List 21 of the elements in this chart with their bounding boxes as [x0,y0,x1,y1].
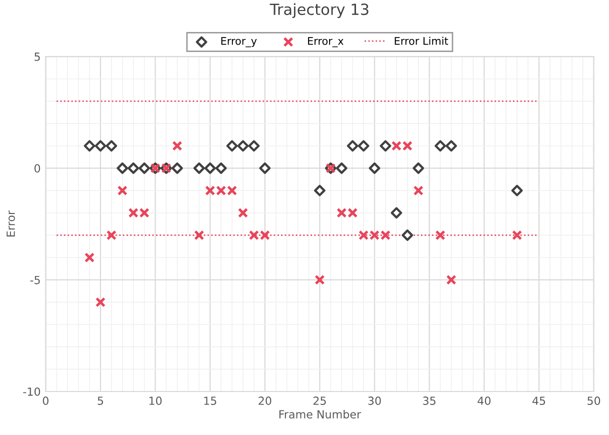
x-tick-label: 0 [42,396,48,405]
x-tick-label: 10 [149,396,162,405]
x-tick-label: 35 [423,396,436,405]
x-tick-label: 50 [588,396,600,405]
x-tick-label: 45 [532,396,546,405]
y-axis-title: Error [6,210,15,236]
legend-label: Error Limit [394,36,448,45]
x-tick-label: 40 [478,396,490,405]
legend-label: Error_x [308,37,344,48]
legend-label: Error_y [221,37,257,48]
x-tick-label: 30 [368,396,381,405]
x-tick-label: 15 [204,396,216,405]
chart-title: Trajectory 13 [270,3,368,18]
y-tick-label: 5 [34,52,40,61]
y-tick-label: 0 [34,164,40,173]
y-tick-label: -5 [30,276,40,284]
y-tick-label: -10 [23,387,40,396]
x-axis-title: Frame Number [279,410,362,418]
x-tick-label: 5 [98,396,104,405]
x-tick-label: 25 [313,396,326,405]
x-tick-label: 20 [258,396,272,405]
